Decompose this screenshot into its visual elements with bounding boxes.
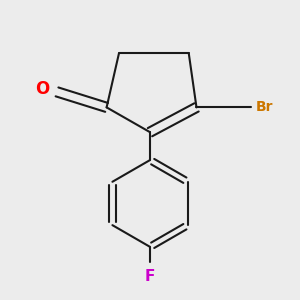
Text: Br: Br xyxy=(255,100,273,114)
Text: F: F xyxy=(145,268,155,284)
Text: O: O xyxy=(35,80,49,98)
